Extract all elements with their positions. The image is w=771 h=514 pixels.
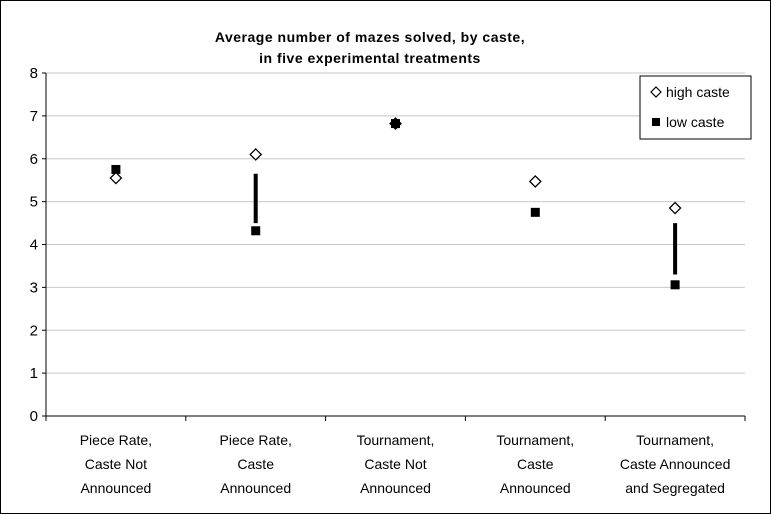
x-category-label-line: and Segregated [625,480,725,496]
x-category-label-line: Caste Announced [620,456,731,472]
point-high-caste [389,117,402,131]
y-tick-label: 4 [30,237,38,254]
point-high-caste [528,175,542,188]
point-low-caste [111,164,121,174]
point-low-caste [251,226,261,236]
y-tick-label: 8 [30,65,38,82]
gap-bars [253,173,678,275]
point-high-caste [109,171,123,185]
x-category-label-line: Announced [500,480,571,496]
point-low-caste [670,280,680,290]
x-category-label: Tournament, Caste Announced and Segregated [620,432,731,496]
x-category-label-line: Tournament, [357,432,435,448]
x-category-label-line: Announced [220,480,291,496]
x-category-label-line: Tournament, [496,432,574,448]
chart-title-line-2: in five experimental treatments [259,50,481,66]
x-category-label-line: Piece Rate, [220,432,292,448]
legend: high caste low caste [639,75,752,140]
chart-title-line-1: Average number of mazes solved, by caste… [215,29,525,45]
y-tick-labels: 0 1 2 3 4 5 6 7 8 [30,65,38,425]
y-tick-label: 1 [30,365,38,382]
x-category-label-line: Announced [360,480,431,496]
point-high-caste [668,201,682,215]
point-low-caste [391,119,400,129]
x-category-label-line: Piece Rate, [80,432,152,448]
legend-high-caste-marker [650,86,662,98]
y-tick-label: 0 [30,408,38,425]
gridlines [46,72,745,374]
legend-low-caste-marker [652,118,660,126]
y-tick-label: 6 [30,151,38,168]
chart-title: Average number of mazes solved, by caste… [215,29,525,66]
x-category-label-line: Caste [517,456,554,472]
y-tick-label: 2 [30,322,38,339]
legend-box [639,75,752,140]
point-low-caste [530,207,540,217]
legend-high-caste-label: high caste [666,84,730,100]
x-category-label-line: Caste Not [364,456,426,472]
axes [42,72,746,421]
x-category-label-line: Caste [237,456,274,472]
x-category-label-line: Announced [80,480,151,496]
legend-low-caste-label: low caste [666,114,725,130]
y-tick-label: 7 [30,108,38,125]
x-category-label: Tournament, Caste Announced [496,432,574,496]
x-category-label-line: Caste Not [85,456,147,472]
point-high-caste [249,148,263,161]
x-category-label-line: Tournament, [636,432,714,448]
y-tick-label: 3 [30,279,38,296]
x-category-label: Piece Rate, Caste Announced [220,432,292,496]
x-category-label: Piece Rate, Caste Not Announced [80,432,152,496]
x-category-label: Tournament, Caste Not Announced [357,432,435,496]
y-tick-label: 5 [30,194,38,211]
data-points [109,117,682,290]
